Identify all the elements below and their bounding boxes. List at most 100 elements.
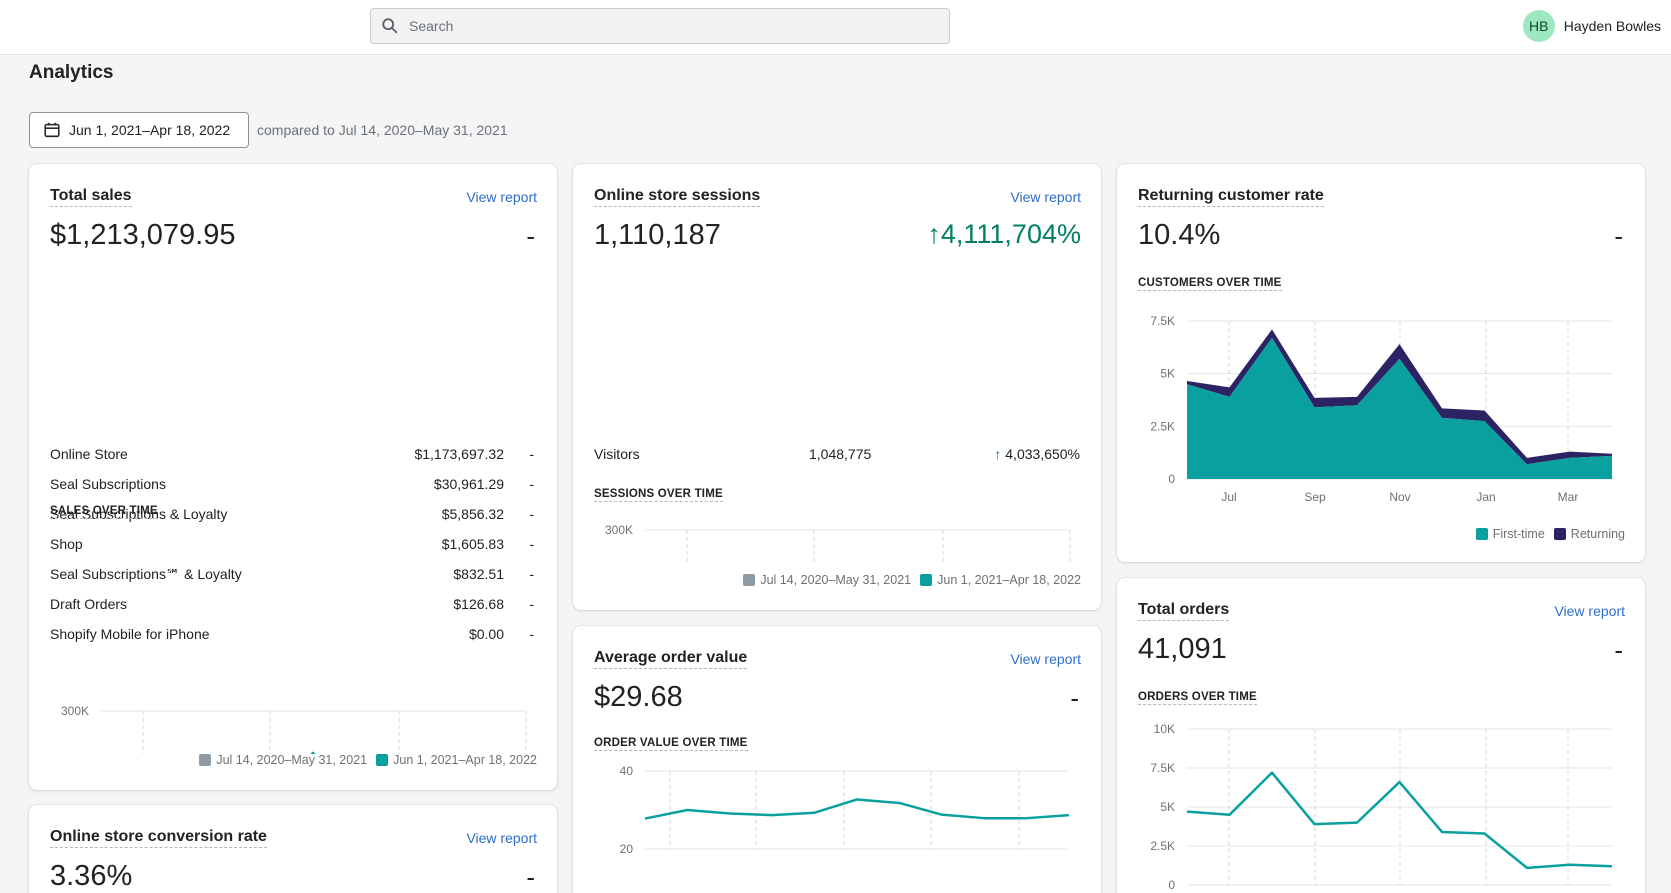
- channel-label: Seal Subscriptions: [50, 476, 166, 492]
- compare-text: compared to Jul 14, 2020–May 31, 2021: [257, 122, 508, 138]
- returning-customer-card: Returning customer rate 10.4% - CUSTOMER…: [1117, 164, 1645, 562]
- sales-channel-row: Shopify Mobile for iPhone $0.00 -: [50, 626, 536, 646]
- y-tick-label: 2.5K: [1150, 419, 1175, 433]
- chart-legend: Jul 14, 2020–May 31, 2021 Jun 1, 2021–Ap…: [190, 753, 537, 767]
- channel-change: -: [529, 446, 534, 462]
- metric-change: -: [1614, 221, 1623, 251]
- x-tick-label: Sep: [1304, 490, 1326, 504]
- calendar-icon: [44, 122, 60, 138]
- customers-chart: 0 2.5K 5K 7.5K Jul Sep Nov Jan Mar: [1150, 314, 1612, 504]
- view-report-link[interactable]: View report: [466, 830, 537, 846]
- card-title: Total sales: [50, 187, 132, 207]
- user-name[interactable]: Hayden Bowles: [1563, 18, 1661, 34]
- metric-change: ↑4,111,704%: [927, 219, 1081, 250]
- channel-value: $5,856.32: [441, 506, 504, 522]
- search-placeholder: Search: [409, 18, 454, 34]
- y-tick-label: 300K: [61, 704, 89, 718]
- sales-channel-row: Shop $1,605.83 -: [50, 536, 536, 556]
- metric-change: -: [1614, 635, 1623, 665]
- channel-label: Draft Orders: [50, 596, 128, 612]
- card-title: Online store sessions: [594, 187, 761, 207]
- view-report-link[interactable]: View report: [1010, 189, 1081, 205]
- visitors-row: Visitors 1,048,775 ↑ 4,033,650%: [594, 446, 1080, 466]
- x-tick-label: Mar: [1558, 490, 1579, 504]
- y-tick-label: 2.5K: [1150, 839, 1175, 853]
- sales-channel-row: Seal Subscriptions℠ & Loyalty $832.51 -: [50, 566, 536, 586]
- sales-channel-row: Seal Subscriptions $30,961.29 -: [50, 476, 536, 496]
- chart-legend: Jul 14, 2020–May 31, 2021 Jun 1, 2021–Ap…: [734, 573, 1081, 587]
- channel-change: -: [529, 566, 534, 582]
- channel-value: $126.68: [453, 596, 504, 612]
- y-tick-label: 40: [620, 764, 634, 778]
- card-title: Online store conversion rate: [50, 828, 267, 848]
- sales-channel-row: Draft Orders $126.68 -: [50, 596, 536, 616]
- card-title: Returning customer rate: [1138, 187, 1324, 207]
- top-bar: Search HB Hayden Bowles: [0, 0, 1671, 55]
- sessions-chart: 0100K200K300KJulOctJanApr: [605, 523, 1071, 562]
- channel-label: Shopify Mobile for iPhone: [50, 626, 210, 642]
- legend-first-time: First-time: [1492, 527, 1545, 541]
- y-tick-label: 7.5K: [1150, 761, 1175, 775]
- view-report-link[interactable]: View report: [1554, 603, 1625, 619]
- visitors-value: 1,048,775: [809, 446, 872, 462]
- chart-section-label: SESSIONS OVER TIME: [594, 488, 723, 502]
- channel-label: Seal Subscriptions℠ & Loyalty: [50, 566, 242, 582]
- y-tick-label: 7.5K: [1150, 314, 1175, 328]
- orders-chart: 0 2.5K 5K 7.5K 10K: [1150, 722, 1613, 892]
- chart-section-label: SALES OVER TIME: [50, 505, 158, 519]
- avatar[interactable]: HB: [1522, 10, 1555, 42]
- date-range-button[interactable]: Jun 1, 2021–Apr 18, 2022: [29, 112, 249, 148]
- y-tick-label: 20: [620, 842, 634, 856]
- area-first-time: [1187, 337, 1612, 479]
- channel-value: $1,605.83: [441, 536, 504, 552]
- x-tick-label: Jan: [1476, 490, 1495, 504]
- chart-section-label: ORDER VALUE OVER TIME: [594, 737, 748, 751]
- y-tick-label: 10K: [1154, 722, 1175, 736]
- y-tick-label: 200K: [61, 753, 89, 754]
- channel-value: $1,173,697.32: [414, 446, 504, 462]
- page-title: Analytics: [29, 62, 114, 83]
- card-title: Average order value: [594, 649, 748, 669]
- legend-previous: Jul 14, 2020–May 31, 2021: [216, 753, 368, 767]
- search-icon: [382, 18, 398, 34]
- metric-change: -: [526, 221, 535, 251]
- metric-value: $1,213,079.95: [50, 219, 236, 251]
- view-report-link[interactable]: View report: [466, 189, 537, 205]
- metric-change-value: 4,111,704%: [940, 219, 1081, 249]
- chart-legend: First-time Returning: [1467, 527, 1625, 541]
- user-menu[interactable]: HB Hayden Bowles: [1522, 10, 1661, 42]
- arrow-up-icon: ↑: [927, 219, 941, 249]
- channel-value: $832.51: [453, 566, 504, 582]
- metric-value: $29.68: [594, 681, 683, 713]
- legend-returning: Returning: [1570, 527, 1625, 541]
- search-input[interactable]: Search: [370, 8, 950, 44]
- view-report-link[interactable]: View report: [1010, 651, 1081, 667]
- channel-change: -: [529, 476, 534, 492]
- y-tick-label: 5K: [1160, 367, 1175, 381]
- channel-value: $0.00: [468, 626, 504, 642]
- y-tick-label: 0: [1168, 878, 1175, 892]
- channel-change: -: [529, 536, 534, 552]
- legend-previous: Jul 14, 2020–May 31, 2021: [760, 573, 912, 587]
- sales-channel-row: Online Store $1,173,697.32 -: [50, 446, 536, 466]
- visitors-change: ↑ 4,033,650%: [994, 446, 1080, 462]
- y-tick-label: 300K: [605, 523, 633, 537]
- metric-change: -: [526, 862, 535, 892]
- sales-chart: 0100K200K300KJulOctJanApr: [61, 704, 527, 754]
- visitors-change-value: 4,033,650%: [1005, 446, 1080, 462]
- series-line-current: [644, 798, 1070, 820]
- metric-value: 1,110,187: [594, 219, 721, 251]
- card-title: Total orders: [1138, 601, 1230, 621]
- metric-value: 3.36%: [50, 860, 133, 892]
- y-tick-label: 0: [1168, 472, 1175, 486]
- channel-label: Shop: [50, 536, 83, 552]
- channel-change: -: [529, 626, 534, 642]
- visitors-label: Visitors: [594, 446, 640, 462]
- legend-current: Jun 1, 2021–Apr 18, 2022: [393, 753, 537, 767]
- y-tick-label: 5K: [1160, 800, 1175, 814]
- chart-section-label: CUSTOMERS OVER TIME: [1138, 277, 1282, 291]
- series-line-current: [1186, 771, 1613, 870]
- total-orders-card: Total orders View report 41,091 - ORDERS…: [1117, 578, 1645, 893]
- legend-current: Jun 1, 2021–Apr 18, 2022: [937, 573, 1081, 587]
